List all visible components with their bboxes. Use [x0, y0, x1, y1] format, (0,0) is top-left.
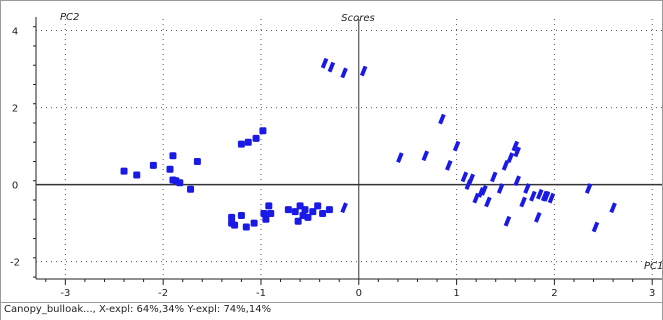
- x-tick-label: 3: [649, 288, 655, 299]
- data-point: [260, 210, 268, 218]
- y-tick-label: 4: [12, 27, 18, 38]
- data-point: [513, 175, 521, 187]
- x-tick-label: 1: [453, 288, 459, 299]
- y-axis-label: PC2: [60, 12, 79, 23]
- data-point: [340, 67, 348, 79]
- chart-title: Scores: [341, 13, 374, 24]
- data-point: [237, 140, 245, 148]
- x-tick-label: -2: [158, 288, 168, 299]
- x-tick-label: 2: [551, 288, 557, 299]
- data-point: [228, 219, 236, 227]
- x-tick-label: 0: [356, 288, 362, 299]
- data-point: [149, 161, 157, 169]
- y-tick-label: 2: [12, 104, 18, 115]
- scores-plot: -3 -2 -1 0 1 2 3 -2 0 2 4 Scores PC2 PC1: [10, 12, 662, 299]
- data-point: [294, 217, 302, 225]
- data-point: [519, 196, 527, 208]
- data-point: [250, 219, 258, 227]
- data-point: [265, 202, 273, 210]
- data-point: [169, 152, 177, 160]
- grid-layer: [36, 19, 662, 279]
- data-point: [591, 221, 600, 233]
- data-point: [584, 183, 593, 194]
- data-point: [193, 158, 201, 166]
- data-point: [319, 210, 327, 218]
- data-point: [547, 192, 556, 204]
- data-point: [609, 202, 617, 214]
- points-layer: [120, 57, 617, 233]
- status-bar: Canopy_bulloak..., X-expl: 64%,34% Y-exp…: [1, 302, 662, 320]
- data-point: [244, 138, 252, 146]
- data-point: [529, 190, 537, 202]
- x-tick-label: -3: [60, 288, 70, 299]
- data-point: [396, 152, 404, 164]
- data-point: [534, 211, 542, 223]
- data-point: [327, 61, 336, 73]
- tick-layer: -3 -2 -1 0 1 2 3 -2 0 2 4: [10, 26, 655, 299]
- data-point: [169, 176, 177, 184]
- data-point: [242, 223, 250, 231]
- data-point: [359, 65, 368, 77]
- x-axis-label: PC1: [644, 261, 662, 272]
- data-point: [506, 152, 515, 164]
- data-point: [484, 196, 492, 208]
- data-point: [284, 206, 292, 214]
- data-point: [320, 57, 329, 69]
- data-point: [228, 213, 236, 221]
- data-point: [490, 171, 498, 183]
- data-point: [496, 183, 505, 194]
- data-point: [340, 202, 348, 214]
- data-point: [513, 146, 521, 158]
- data-point: [309, 208, 317, 216]
- data-point: [511, 140, 520, 152]
- data-point: [452, 140, 461, 152]
- axis-layer: [35, 17, 662, 280]
- data-point: [133, 171, 141, 179]
- y-tick-label: -2: [10, 258, 20, 269]
- data-point: [460, 171, 469, 183]
- data-point: [259, 127, 267, 135]
- data-point: [314, 202, 322, 210]
- status-text: Canopy_bulloak..., X-expl: 64%,34% Y-exp…: [4, 304, 272, 315]
- data-point: [267, 210, 275, 218]
- data-point: [467, 173, 475, 185]
- y-tick-label: 0: [12, 181, 18, 192]
- data-point: [252, 134, 260, 142]
- data-point: [477, 186, 485, 198]
- data-point: [176, 179, 184, 187]
- data-point: [237, 211, 245, 219]
- data-point: [523, 183, 531, 194]
- data-point: [120, 167, 128, 175]
- data-point: [503, 215, 512, 227]
- data-point: [187, 185, 195, 193]
- data-point: [301, 206, 309, 214]
- data-point: [325, 206, 333, 214]
- x-tick-label: -1: [256, 288, 266, 299]
- data-point: [299, 211, 307, 219]
- data-point: [166, 165, 174, 173]
- data-point: [501, 159, 510, 171]
- data-point: [445, 159, 453, 171]
- data-point: [291, 208, 299, 216]
- data-point: [262, 215, 270, 223]
- data-point: [536, 188, 544, 200]
- data-point: [421, 150, 430, 162]
- data-point: [542, 190, 551, 202]
- data-point: [438, 113, 446, 125]
